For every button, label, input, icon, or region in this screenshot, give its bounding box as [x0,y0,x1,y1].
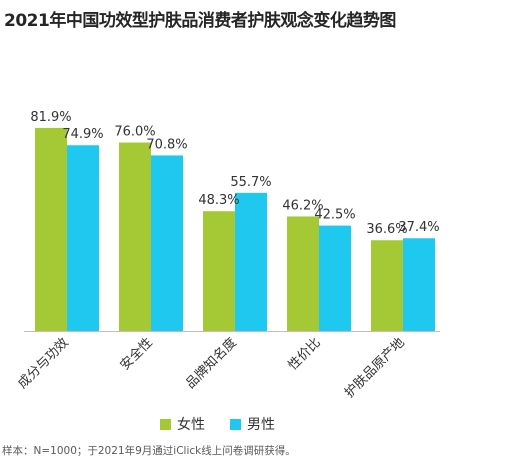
category-label-2: 品牌知名度 [183,335,240,392]
category-label-0: 成分与功效 [15,335,72,392]
legend-swatch-female [160,418,171,430]
data-label-female-2: 48.3% [198,193,239,208]
bar-male-3 [319,225,351,331]
data-label-male-1: 70.8% [146,137,187,152]
data-label-female-0: 81.9% [30,110,71,125]
source-note: 样本：N=1000；于2021年9月通过iClick线上问卷调研获得。 [2,445,296,457]
data-label-female-4: 36.6% [366,222,407,237]
category-label-4: 护肤品原产地 [342,335,408,401]
legend-swatch-male [230,418,241,430]
data-label-male-2: 55.7% [230,175,271,190]
bar-male-2 [235,192,267,331]
chart-title: 2021年中国功效型护肤品消费者护肤观念变化趋势图 [4,11,396,31]
bar-female-0 [35,127,67,331]
bar-male-0 [67,145,99,331]
data-label-male-0: 74.9% [62,127,103,142]
category-label-3: 性价比 [286,335,324,373]
bar-female-4 [371,240,403,331]
legend-item-female: 女性 [160,414,205,434]
data-label-male-3: 42.5% [314,208,355,223]
bar-female-1 [119,142,151,331]
data-label-male-4: 37.4% [398,220,439,235]
bar-female-2 [203,211,235,331]
legend-item-male: 男性 [230,414,275,434]
bar-male-1 [151,155,183,331]
data-label-female-3: 46.2% [282,198,323,213]
data-label-female-1: 76.0% [114,125,155,140]
bar-male-4 [403,238,435,331]
legend-label-male: 男性 [247,417,275,433]
category-label-1: 安全性 [117,335,156,374]
bar-female-3 [287,216,319,331]
legend-label-female: 女性 [177,417,205,433]
